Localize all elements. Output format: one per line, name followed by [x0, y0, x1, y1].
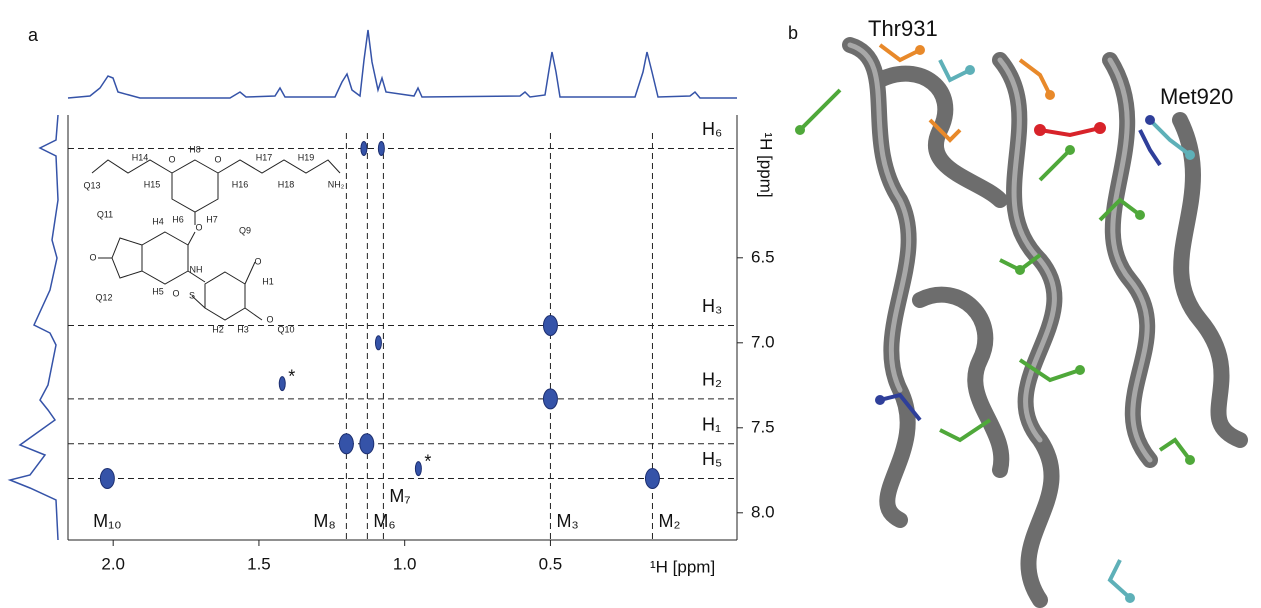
h-guide-label: H₆	[702, 119, 722, 139]
structure-label: H17	[256, 152, 273, 162]
structure-label: O	[89, 252, 96, 262]
v-guide-label: M₈	[313, 511, 335, 531]
structure-label: H3	[237, 324, 249, 334]
peak	[542, 388, 558, 410]
h-guide-label: H₅	[702, 449, 722, 469]
peak	[278, 376, 286, 392]
structure-label: H19	[298, 152, 315, 162]
x-tick-label: 0.5	[539, 554, 563, 573]
y-axis-label: ¹H [ppm]	[757, 132, 776, 197]
h-guide-label: H₂	[702, 370, 722, 390]
residue-label: Met920	[1160, 84, 1233, 109]
v-guide-label: M₇	[389, 486, 410, 506]
structure-label: H15	[144, 179, 161, 189]
peak	[338, 433, 354, 455]
structure-label: H14	[132, 152, 149, 162]
panel-label: b	[788, 23, 798, 43]
structure-label: H5	[152, 286, 164, 296]
peak	[644, 467, 660, 489]
structure-label: O	[266, 314, 273, 324]
structure-label: NH₂	[328, 179, 345, 189]
y-tick-label: 8.0	[751, 502, 775, 521]
structure-label: Q9	[239, 225, 251, 235]
structure-label: H1	[262, 276, 274, 286]
structure-label: H4	[152, 216, 164, 226]
structure-label: H16	[232, 179, 249, 189]
peak	[542, 314, 558, 336]
top-trace	[67, 29, 737, 99]
v-guide-label: M₂	[658, 511, 680, 531]
h-guide-label: H₃	[702, 296, 722, 316]
structure-label: Q12	[95, 292, 112, 302]
annotation: *	[424, 451, 431, 471]
residue-label: Thr931	[868, 16, 938, 41]
structure-label: H8	[189, 144, 201, 154]
peak	[360, 140, 368, 156]
peak	[414, 461, 422, 477]
structure-label: NH	[190, 264, 203, 274]
structure-label: O	[254, 256, 261, 266]
annotation: *	[288, 366, 295, 386]
structure-label: Q11	[97, 209, 113, 219]
y-tick-label: 7.0	[751, 332, 775, 351]
v-guide-label: M₃	[556, 511, 578, 531]
v-guide-label: M₆	[373, 511, 395, 531]
chemical-structure	[91, 159, 341, 321]
v-guide-label: M₁₀	[93, 511, 122, 531]
y-tick-label: 7.5	[751, 417, 775, 436]
x-axis-label: ¹H [ppm]	[650, 557, 715, 576]
structure-label: H2	[212, 324, 224, 334]
h-guide-label: H₁	[702, 415, 721, 435]
structure-label: O	[168, 154, 175, 164]
peak	[377, 140, 385, 156]
protein-structure	[795, 37, 1248, 608]
structure-label: Q13	[83, 180, 100, 190]
peak	[374, 335, 382, 351]
structure-label: O	[214, 154, 221, 164]
y-tick-label: 6.5	[751, 247, 775, 266]
structure-label: O	[172, 288, 179, 298]
structure-label: Q10	[277, 324, 294, 334]
peak	[359, 433, 375, 455]
peak	[99, 467, 115, 489]
structure-label: H6	[172, 214, 184, 224]
panel-label: a	[28, 25, 39, 45]
structure-label: O	[195, 222, 202, 232]
structure-label: H7	[206, 214, 218, 224]
x-tick-label: 1.0	[393, 554, 417, 573]
left-trace	[7, 114, 59, 541]
x-tick-label: 1.5	[247, 554, 271, 573]
x-tick-label: 2.0	[101, 554, 125, 573]
structure-label: H18	[278, 179, 295, 189]
structure-label: S	[189, 290, 195, 300]
